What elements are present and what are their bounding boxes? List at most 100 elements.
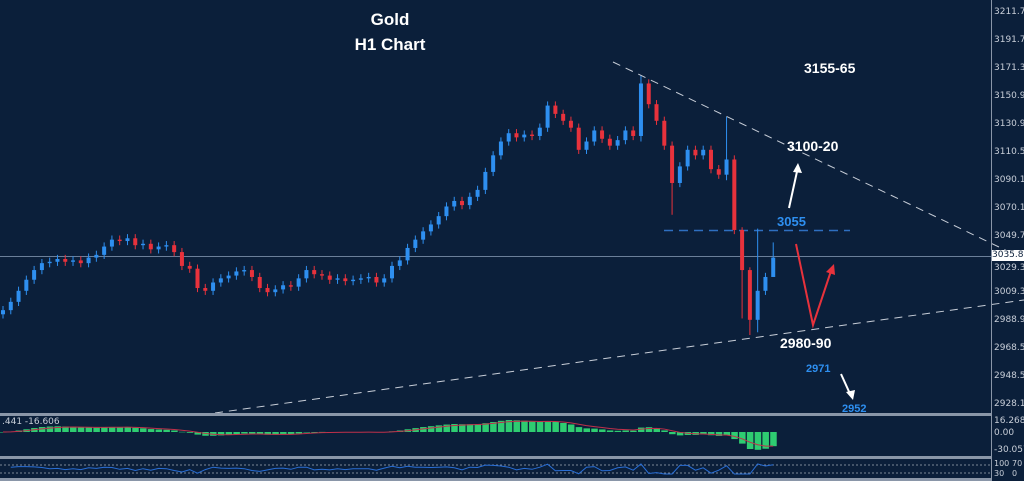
candle [234, 271, 239, 276]
macd-bar [93, 427, 100, 432]
candle [607, 138, 612, 146]
macd-bar [248, 432, 256, 434]
macd-bar [715, 432, 723, 436]
candle [600, 130, 605, 139]
candle [638, 83, 643, 136]
candle [561, 113, 566, 121]
candle [343, 278, 348, 282]
macd-bar [77, 427, 85, 432]
candle [685, 149, 690, 167]
candle [47, 261, 52, 264]
y-tick-label: 3191.70 [994, 34, 1024, 45]
macd-bar [513, 420, 520, 432]
candle [405, 247, 410, 261]
macd-bar [731, 432, 738, 440]
y-tick-label: 2948.50 [994, 370, 1024, 381]
candle [763, 276, 768, 291]
candle [553, 105, 558, 114]
macd-bar [186, 432, 194, 433]
candle [226, 275, 231, 279]
candle [148, 243, 153, 250]
macd-bar [435, 425, 443, 432]
macd-bar [264, 432, 272, 435]
macd-bar [163, 429, 170, 432]
candle [421, 231, 426, 240]
candle [327, 275, 332, 280]
candle [545, 105, 550, 128]
candle [654, 104, 659, 121]
macd-bar [287, 432, 295, 435]
level-3055-label: 3055 [777, 214, 806, 229]
candle [249, 270, 254, 277]
macd-zero-label: 0.00 [994, 428, 1015, 438]
candle [615, 140, 620, 146]
macd-bar [303, 432, 310, 433]
macd-bar [116, 427, 124, 432]
level-2971-label: 2971 [806, 363, 831, 375]
candle [273, 289, 278, 293]
candle [296, 278, 301, 287]
candle [218, 278, 223, 283]
candle [179, 252, 184, 266]
macd-bar [645, 427, 653, 432]
candle [708, 149, 713, 170]
candle [203, 288, 208, 291]
macd-bar [700, 432, 707, 435]
macd-bar [622, 430, 629, 432]
candle [187, 265, 192, 269]
rsi-0-label: 0 [1012, 469, 1018, 478]
candle [537, 127, 542, 136]
candle [133, 238, 138, 246]
macd-max-label: 16.268 [994, 416, 1024, 426]
macd-bar [466, 424, 474, 432]
macd-min-label: -30.057 [994, 445, 1024, 455]
candle [530, 134, 535, 136]
candle [568, 120, 573, 128]
candle [195, 268, 200, 289]
macd-bar [155, 429, 163, 432]
macd-readout: .441 -16.606 [2, 417, 60, 427]
candle [475, 189, 480, 197]
candle [211, 282, 216, 291]
candle [164, 245, 169, 247]
macd-bar [482, 423, 489, 432]
macd-bar [497, 420, 505, 432]
candle [102, 246, 107, 255]
candle [467, 196, 472, 206]
candle [242, 270, 247, 272]
macd-bar [124, 427, 131, 432]
y-tick-label: 3130.90 [994, 118, 1024, 129]
macd-bar [669, 432, 676, 435]
rsi-line [10, 463, 774, 475]
candle [358, 278, 363, 280]
y-tick-label: 3211.70 [994, 7, 1024, 17]
y-tick-label: 2988.90 [994, 314, 1024, 325]
candle [397, 260, 402, 266]
candle [374, 276, 379, 283]
macd-bar [38, 427, 46, 432]
macd-bar [583, 428, 590, 432]
macd-bar [536, 422, 544, 432]
candle [39, 263, 44, 271]
candle [24, 279, 29, 291]
y-tick-label: 3150.90 [994, 91, 1024, 102]
candle [16, 290, 21, 302]
macd-bar [132, 427, 139, 432]
candle [436, 216, 441, 225]
candle [117, 239, 122, 242]
macd-bar [707, 432, 715, 436]
y-tick-label: 3171.30 [994, 62, 1024, 73]
candles [1, 75, 776, 336]
chart-subtitle: H1 Chart [354, 35, 426, 54]
macd-bar [217, 432, 225, 436]
macd-bar [544, 421, 552, 432]
candle [491, 155, 496, 172]
macd-bar [225, 432, 233, 435]
y-tick-label: 3049.70 [994, 230, 1024, 241]
macd-bar [614, 430, 622, 432]
candle [125, 238, 130, 242]
macd-bar [552, 421, 559, 432]
candle [755, 290, 760, 320]
candle [304, 270, 309, 279]
macd-bar [171, 430, 178, 432]
